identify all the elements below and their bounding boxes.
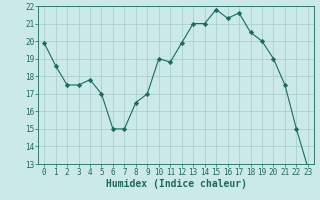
X-axis label: Humidex (Indice chaleur): Humidex (Indice chaleur) <box>106 179 246 189</box>
